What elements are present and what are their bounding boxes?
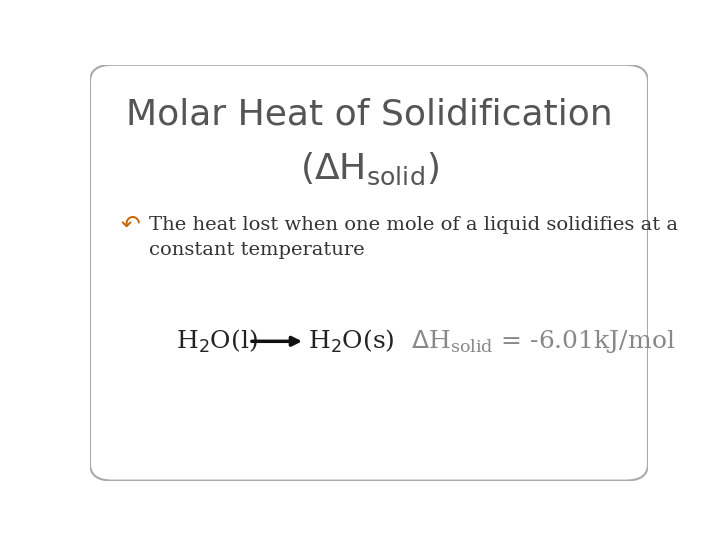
Text: H$_2$O(s): H$_2$O(s) [307, 328, 395, 355]
Text: ($\Delta\mathregular{H}_{\mathregular{solid}}$): ($\Delta\mathregular{H}_{\mathregular{so… [300, 151, 438, 187]
Text: H$_2$O(l): H$_2$O(l) [176, 328, 258, 355]
Text: The heat lost when one mole of a liquid solidifies at a: The heat lost when one mole of a liquid … [148, 216, 678, 234]
Text: $\Delta\mathregular{H}_{\mathregular{solid}}$ = -6.01kJ/mol: $\Delta\mathregular{H}_{\mathregular{sol… [411, 328, 675, 355]
Text: constant temperature: constant temperature [148, 241, 364, 259]
FancyBboxPatch shape [90, 65, 648, 481]
Text: ↶: ↶ [121, 213, 140, 237]
Text: Molar Heat of Solidification: Molar Heat of Solidification [125, 98, 613, 132]
